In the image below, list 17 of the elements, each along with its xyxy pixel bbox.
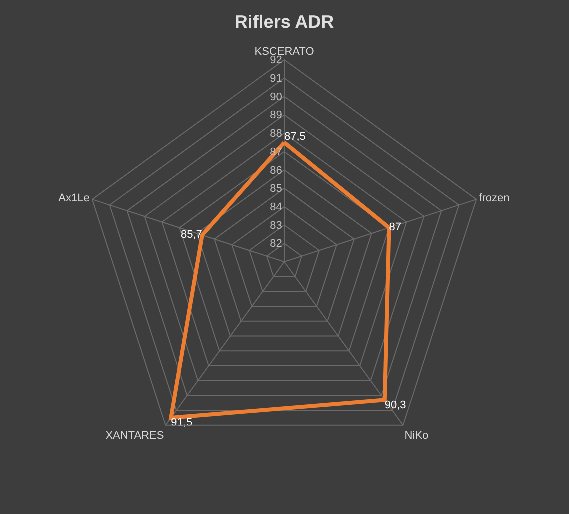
y-tick-label: 91	[270, 72, 282, 85]
y-tick-label: 83	[270, 220, 282, 232]
y-tick-label: 85	[270, 183, 282, 196]
y-tick-label: 82	[270, 238, 282, 250]
spoke-label: frozen	[479, 192, 510, 205]
data-label: 90,3	[384, 399, 406, 412]
y-tick-label: 89	[270, 110, 282, 122]
spoke-label: Ax1Le	[58, 192, 90, 205]
spoke-label: NiKo	[404, 430, 429, 442]
y-tick-label: 90	[270, 91, 282, 104]
y-tick-label: 86	[270, 164, 282, 177]
y-tick-label: 92	[270, 54, 282, 67]
spoke-label: XANTARES	[106, 430, 164, 442]
chart-title: Riflers ADR	[234, 12, 334, 32]
y-tick-label: 88	[270, 128, 282, 140]
y-tick-label: 84	[270, 201, 282, 214]
data-label: 87,5	[284, 130, 306, 143]
